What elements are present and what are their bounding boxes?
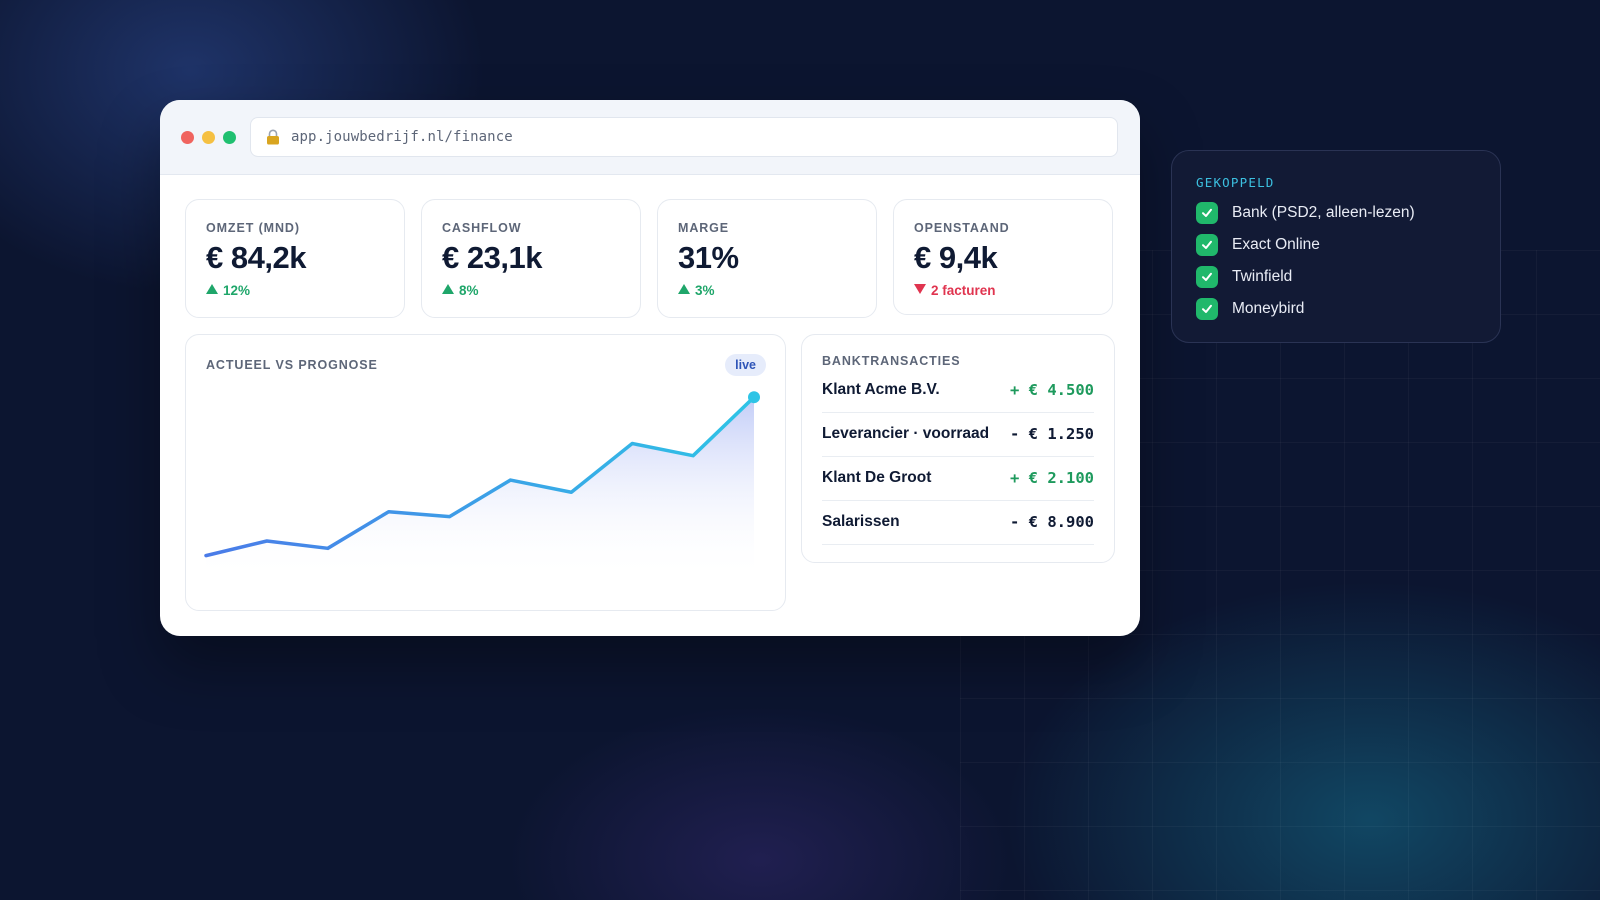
connections-title: GEKOPPELD	[1196, 175, 1275, 190]
chart-title: ACTUEEL VS PROGNOSE	[206, 358, 378, 372]
chart-last-point	[748, 391, 760, 404]
close-window-button[interactable]	[181, 131, 194, 144]
kpi-delta-text: 8%	[459, 283, 479, 298]
lock-icon	[266, 129, 280, 145]
transactions-title: BANKTRANSACTIES	[822, 354, 961, 368]
transaction-row[interactable]: Klant Acme B.V. + € 4.500	[822, 368, 1094, 413]
transaction-row[interactable]: Klant De Groot + € 2.100	[822, 456, 1094, 501]
triangle-up-icon	[678, 284, 690, 294]
connection-label: Moneybird	[1232, 300, 1305, 317]
transaction-name: Klant De Groot	[822, 469, 932, 486]
kpi-card-omzet: OMZET (MND) € 84,2k 12%	[185, 199, 405, 318]
url-text: app.jouwbedrijf.nl/finance	[291, 129, 513, 145]
kpi-delta: 3%	[678, 283, 715, 298]
kpi-value: € 23,1k	[442, 240, 542, 275]
browser-titlebar: app.jouwbedrijf.nl/finance	[160, 100, 1140, 175]
check-icon	[1196, 266, 1218, 288]
kpi-card-cashflow: CASHFLOW € 23,1k 8%	[421, 199, 641, 318]
chart-series-line	[204, 395, 756, 558]
kpi-delta: 8%	[442, 283, 479, 298]
chart-card: ACTUEEL VS PROGNOSE live	[185, 334, 786, 611]
triangle-up-icon	[442, 284, 454, 294]
check-icon	[1196, 234, 1218, 256]
kpi-label: MARGE	[678, 221, 730, 235]
check-icon	[1196, 202, 1218, 224]
transaction-amount: + € 4.500	[1010, 381, 1094, 399]
check-icon	[1196, 298, 1218, 320]
transaction-row[interactable]: Salarissen - € 8.900	[822, 500, 1094, 545]
kpi-card-openstaand: OPENSTAAND € 9,4k 2 facturen	[893, 199, 1113, 315]
maximize-window-button[interactable]	[223, 131, 236, 144]
chart-area	[206, 397, 754, 580]
chart-plot	[204, 391, 760, 580]
kpi-delta: 12%	[206, 283, 250, 298]
kpi-label: CASHFLOW	[442, 221, 522, 235]
transaction-name: Leverancier · voorraad	[822, 425, 990, 442]
transaction-amount: - € 8.900	[1010, 513, 1094, 531]
kpi-delta: 2 facturen	[914, 283, 996, 298]
transactions-card: BANKTRANSACTIES Klant Acme B.V. + € 4.50…	[801, 334, 1115, 563]
kpi-label: OMZET (MND)	[206, 221, 300, 235]
kpi-delta-text: 2 facturen	[931, 283, 996, 298]
transaction-row[interactable]: Leverancier · voorraad - € 1.250	[822, 412, 1094, 457]
connection-label: Exact Online	[1232, 236, 1320, 253]
triangle-up-icon	[206, 284, 218, 294]
transaction-name: Salarissen	[822, 513, 900, 530]
transaction-amount: + € 2.100	[1010, 469, 1094, 487]
live-badge: live	[725, 354, 766, 376]
connections-card: GEKOPPELD Bank (PSD2, alleen-lezen) Exac…	[1171, 150, 1501, 343]
kpi-delta-text: 3%	[695, 283, 715, 298]
kpi-value: € 9,4k	[914, 240, 998, 275]
transaction-amount: - € 1.250	[1010, 425, 1094, 443]
kpi-card-marge: MARGE 31% 3%	[657, 199, 877, 318]
minimize-window-button[interactable]	[202, 131, 215, 144]
connection-label: Bank (PSD2, alleen-lezen)	[1232, 204, 1415, 221]
kpi-label: OPENSTAAND	[914, 221, 1010, 235]
transaction-name: Klant Acme B.V.	[822, 381, 940, 398]
address-bar[interactable]: app.jouwbedrijf.nl/finance	[250, 117, 1118, 157]
triangle-down-icon	[914, 284, 926, 294]
kpi-value: € 84,2k	[206, 240, 306, 275]
kpi-delta-text: 12%	[223, 283, 251, 298]
kpi-value: 31%	[678, 240, 739, 275]
connection-label: Twinfield	[1232, 268, 1293, 285]
